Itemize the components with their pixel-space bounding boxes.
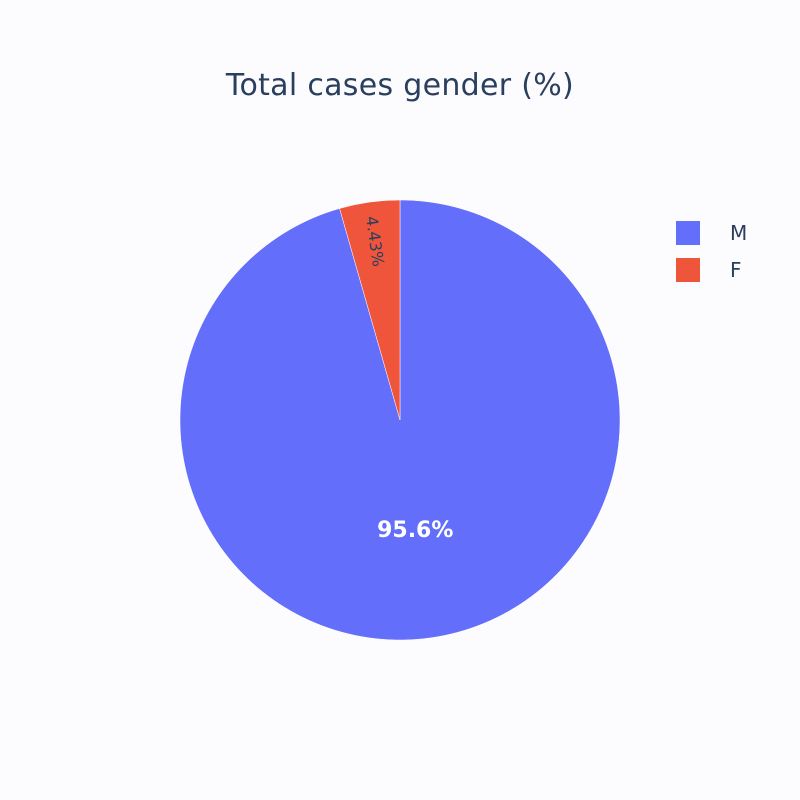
legend-label-m: M bbox=[730, 220, 748, 245]
pie-slice-f[interactable] bbox=[339, 199, 401, 421]
legend-item-m[interactable]: M bbox=[676, 214, 747, 251]
legend-swatch-m bbox=[676, 220, 700, 245]
legend: M F bbox=[676, 214, 747, 288]
pie-slices bbox=[179, 199, 621, 641]
slice-label-m: 95.6% bbox=[377, 518, 453, 543]
legend-label-f: F bbox=[730, 257, 742, 282]
chart-title: Total cases gender (%) bbox=[225, 68, 575, 103]
legend-item-f[interactable]: F bbox=[676, 251, 747, 288]
legend-swatch-f bbox=[676, 257, 700, 282]
